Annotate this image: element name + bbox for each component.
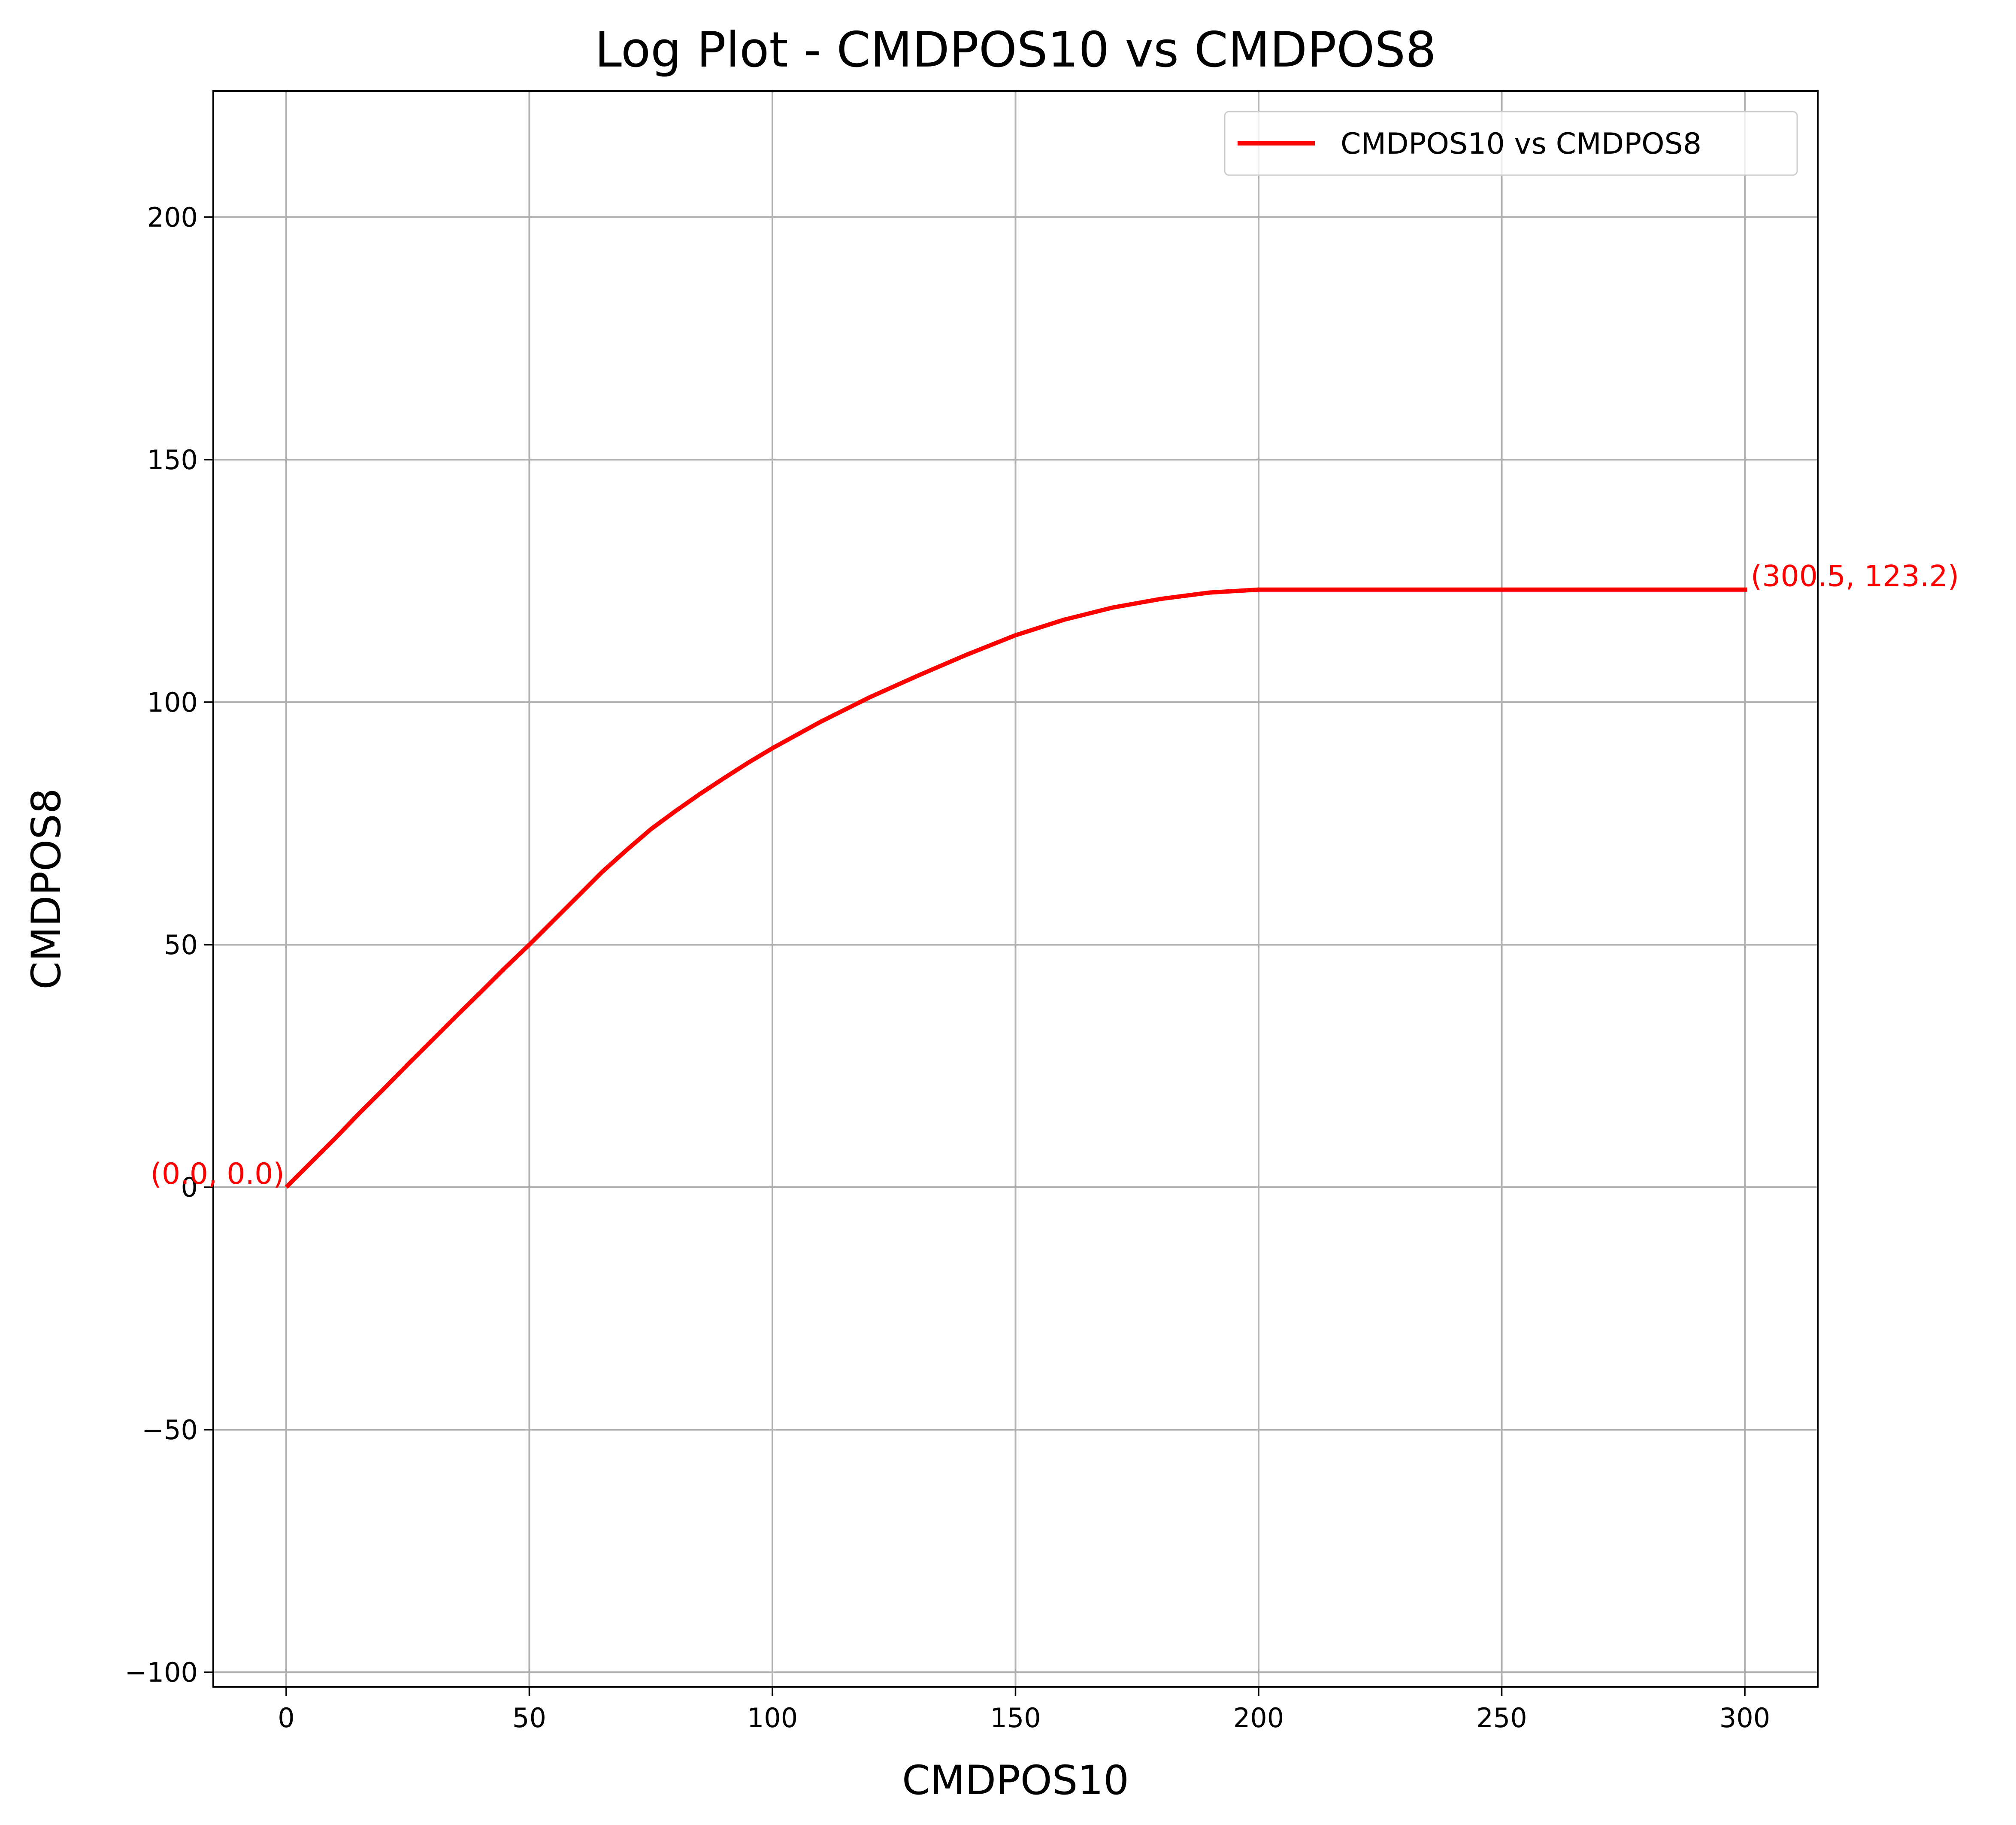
legend-label: CMDPOS10 vs CMDPOS8 bbox=[1341, 127, 1701, 161]
y-tick-label: 50 bbox=[164, 929, 198, 961]
y-tick-label: −100 bbox=[125, 1657, 198, 1688]
x-tick-label: 300 bbox=[1719, 1702, 1770, 1734]
chart-title: Log Plot - CMDPOS10 vs CMDPOS8 bbox=[595, 21, 1436, 78]
y-tick-label: 0 bbox=[181, 1172, 198, 1203]
data-annotation: (0.0, 0.0) bbox=[150, 1157, 285, 1191]
x-tick-label: 100 bbox=[747, 1702, 798, 1734]
series-layer bbox=[285, 587, 1747, 1189]
x-tick-label: 50 bbox=[512, 1702, 546, 1734]
grid bbox=[213, 91, 1818, 1687]
y-tick-label: 200 bbox=[147, 202, 198, 233]
x-tick-label: 250 bbox=[1476, 1702, 1527, 1734]
x-tick-label: 0 bbox=[278, 1702, 294, 1734]
y-axis: −100 −50 0 50 100 150 200 bbox=[125, 202, 213, 1688]
x-tick-label: 150 bbox=[990, 1702, 1041, 1734]
legend: CMDPOS10 vs CMDPOS8 bbox=[1224, 111, 1798, 176]
y-axis-label: CMDPOS8 bbox=[23, 788, 70, 989]
x-axis-label: CMDPOS10 bbox=[902, 1757, 1129, 1804]
annotations: (0.0, 0.0) (300.5, 123.2) bbox=[150, 560, 1959, 1191]
y-tick-label: −50 bbox=[142, 1414, 198, 1446]
x-tick-label: 200 bbox=[1233, 1702, 1284, 1734]
data-annotation: (300.5, 123.2) bbox=[1751, 560, 1959, 594]
y-tick-label: 150 bbox=[147, 444, 198, 476]
x-axis: 0 50 100 150 200 250 300 bbox=[278, 1687, 1770, 1734]
legend-box bbox=[1224, 111, 1798, 176]
series-line bbox=[285, 587, 1747, 1189]
y-tick-label: 100 bbox=[147, 687, 198, 718]
